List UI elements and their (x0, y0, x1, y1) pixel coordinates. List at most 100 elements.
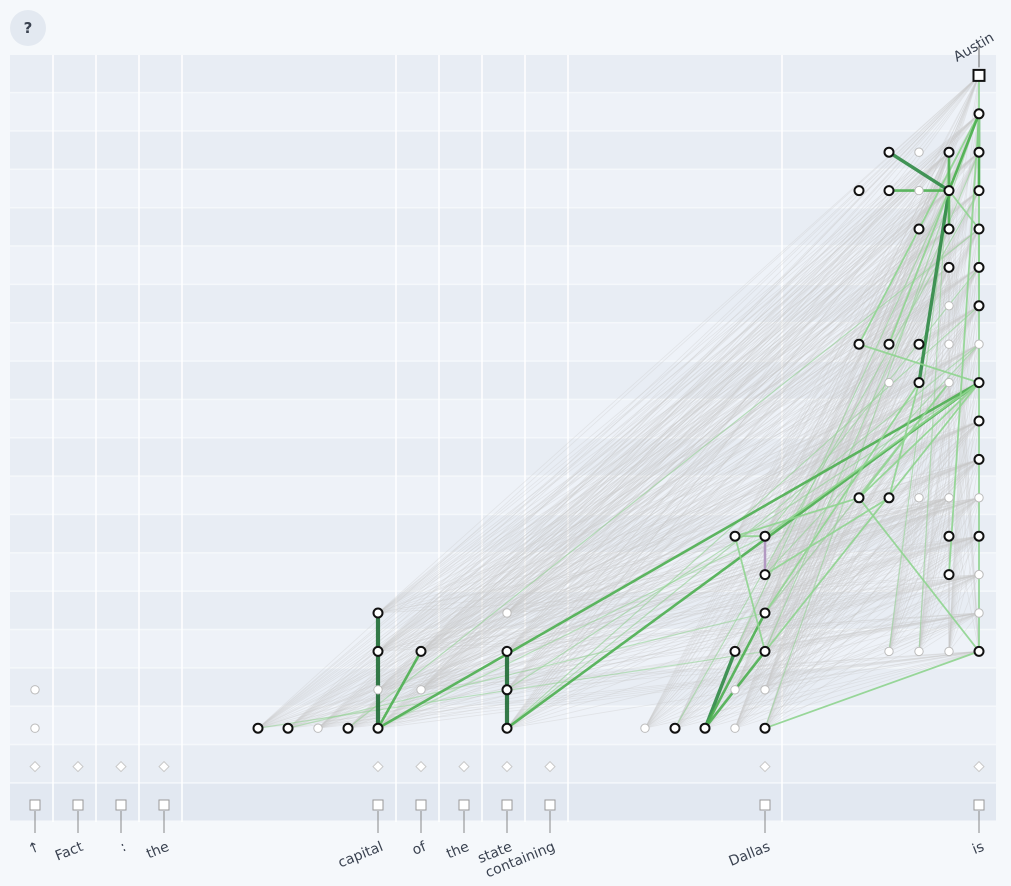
feature-node-active[interactable] (943, 146, 955, 158)
feature-node-active[interactable] (853, 492, 865, 504)
feature-node-active[interactable] (729, 645, 741, 657)
feature-node-inactive[interactable] (730, 685, 740, 695)
feature-node-active[interactable] (501, 684, 513, 696)
feature-node-active[interactable] (759, 645, 771, 657)
embedding-node[interactable] (458, 799, 470, 811)
embedding-node[interactable] (158, 799, 170, 811)
feature-node-inactive[interactable] (914, 493, 924, 503)
feature-node-inactive[interactable] (974, 569, 984, 580)
feature-node-active[interactable] (759, 530, 771, 542)
feature-node-inactive[interactable] (974, 493, 984, 503)
feature-node-inactive[interactable] (313, 723, 323, 733)
feature-node-inactive[interactable] (730, 723, 740, 733)
feature-node-active[interactable] (853, 338, 865, 350)
embedding-node[interactable] (759, 799, 771, 811)
feature-node-inactive[interactable] (974, 339, 984, 349)
feature-node-active[interactable] (973, 377, 985, 389)
error-node[interactable] (458, 760, 470, 773)
error-node[interactable] (29, 760, 41, 773)
background-edge (347, 190, 980, 729)
feature-node-active[interactable] (853, 185, 865, 197)
feature-node-inactive[interactable] (914, 185, 924, 196)
feature-node-active[interactable] (883, 492, 895, 504)
error-node[interactable] (115, 760, 127, 773)
background-edge (377, 459, 980, 614)
feature-node-active[interactable] (943, 569, 955, 581)
embedding-node[interactable] (72, 799, 84, 811)
embedding-node[interactable] (372, 799, 384, 811)
feature-node-inactive[interactable] (914, 147, 924, 157)
graph-nodes[interactable] (29, 68, 986, 811)
feature-node-inactive[interactable] (884, 377, 894, 388)
feature-node-active[interactable] (759, 569, 771, 581)
feature-node-inactive[interactable] (944, 301, 954, 311)
feature-node-inactive[interactable] (30, 723, 40, 733)
feature-node-active[interactable] (669, 722, 681, 734)
feature-node-active[interactable] (883, 338, 895, 350)
feature-node-active[interactable] (342, 722, 354, 734)
feature-node-active[interactable] (943, 530, 955, 542)
error-node[interactable] (973, 760, 985, 773)
feature-node-inactive[interactable] (914, 646, 924, 657)
feature-node-inactive[interactable] (944, 646, 954, 657)
feature-node-active[interactable] (759, 607, 771, 619)
feature-node-active[interactable] (501, 645, 513, 657)
error-node[interactable] (415, 760, 427, 773)
feature-node-active[interactable] (501, 722, 513, 734)
feature-node-active[interactable] (973, 146, 985, 158)
background-edge (377, 190, 980, 729)
feature-node-active[interactable] (943, 223, 955, 235)
embedding-node[interactable] (29, 799, 41, 811)
feature-node-inactive[interactable] (884, 646, 894, 657)
help-button[interactable]: ? (10, 10, 46, 46)
feature-node-inactive[interactable] (640, 723, 650, 733)
output-node[interactable] (972, 68, 986, 82)
feature-node-inactive[interactable] (373, 685, 383, 695)
feature-node-active[interactable] (883, 185, 895, 197)
feature-node-inactive[interactable] (502, 608, 512, 618)
feature-node-active[interactable] (282, 722, 294, 734)
feature-node-active[interactable] (729, 530, 741, 542)
embedding-node[interactable] (415, 799, 427, 811)
feature-node-active[interactable] (913, 377, 925, 389)
error-node[interactable] (72, 760, 84, 773)
feature-node-active[interactable] (973, 415, 985, 427)
feature-node-inactive[interactable] (760, 685, 770, 695)
error-node[interactable] (372, 760, 384, 773)
feature-node-inactive[interactable] (974, 608, 984, 618)
attribution-edge (948, 190, 980, 230)
feature-node-active[interactable] (973, 453, 985, 465)
embedding-node[interactable] (544, 799, 556, 811)
feature-node-active[interactable] (252, 722, 264, 734)
feature-node-active[interactable] (943, 185, 955, 197)
feature-node-active[interactable] (973, 108, 985, 120)
feature-node-active[interactable] (372, 607, 384, 619)
feature-node-active[interactable] (372, 722, 384, 734)
error-node[interactable] (158, 760, 170, 773)
feature-node-active[interactable] (913, 338, 925, 350)
feature-node-inactive[interactable] (944, 493, 954, 503)
feature-node-inactive[interactable] (944, 377, 954, 388)
feature-node-inactive[interactable] (30, 685, 40, 695)
embedding-node[interactable] (973, 799, 985, 811)
feature-node-active[interactable] (973, 645, 985, 657)
feature-node-active[interactable] (973, 223, 985, 235)
feature-node-active[interactable] (943, 261, 955, 273)
error-node[interactable] (759, 760, 771, 773)
feature-node-active[interactable] (913, 223, 925, 235)
embedding-node[interactable] (501, 799, 513, 811)
feature-node-inactive[interactable] (944, 339, 954, 349)
embedding-node[interactable] (115, 799, 127, 811)
feature-node-active[interactable] (759, 722, 771, 734)
error-node[interactable] (544, 760, 556, 773)
feature-node-active[interactable] (699, 722, 711, 734)
feature-node-active[interactable] (415, 645, 427, 657)
feature-node-inactive[interactable] (416, 685, 426, 695)
feature-node-active[interactable] (973, 530, 985, 542)
feature-node-active[interactable] (883, 146, 895, 158)
error-node[interactable] (501, 760, 513, 773)
feature-node-active[interactable] (973, 300, 985, 312)
feature-node-active[interactable] (973, 261, 985, 273)
feature-node-active[interactable] (973, 185, 985, 197)
feature-node-active[interactable] (372, 645, 384, 657)
